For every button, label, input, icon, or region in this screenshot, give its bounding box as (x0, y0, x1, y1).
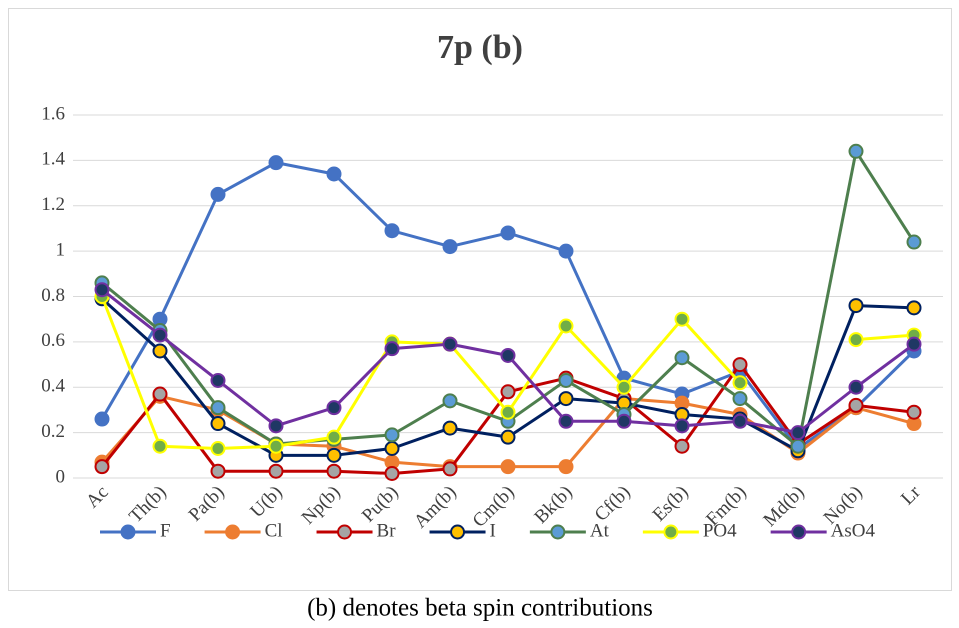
series-line (100, 295, 915, 451)
series-marker (210, 186, 226, 202)
series-marker (442, 393, 458, 409)
series-marker (384, 441, 400, 457)
series-marker (326, 463, 342, 479)
series-marker (210, 400, 226, 416)
series-marker (906, 404, 922, 420)
y-tick-label: 0 (56, 466, 66, 487)
y-tick-label: 0.2 (41, 421, 65, 442)
legend-label: I (490, 520, 496, 541)
series-marker (848, 143, 864, 159)
series-marker (790, 425, 806, 441)
legend-marker (225, 524, 241, 540)
series-marker (268, 418, 284, 434)
series-marker (500, 404, 516, 420)
series-marker (906, 234, 922, 250)
legend-label: F (160, 520, 171, 541)
series-marker (790, 438, 806, 454)
series-marker (558, 243, 574, 259)
series-marker (210, 441, 226, 457)
legend-marker (791, 524, 807, 540)
series-marker (442, 420, 458, 436)
series-marker (210, 416, 226, 432)
series-marker (558, 413, 574, 429)
series-marker (268, 155, 284, 171)
series-marker (848, 298, 864, 314)
y-tick-label: 1.6 (41, 103, 65, 124)
y-tick-label: 1.2 (41, 194, 65, 215)
series-marker (732, 413, 748, 429)
series-marker (94, 459, 110, 475)
legend-label: Br (377, 520, 397, 541)
series-marker (268, 463, 284, 479)
series-marker (500, 459, 516, 475)
series-marker (442, 239, 458, 255)
caption: (b) denotes beta spin contributions (307, 595, 653, 622)
y-tick-label: 0.6 (41, 330, 65, 351)
series-marker (616, 379, 632, 395)
series-marker (674, 438, 690, 454)
series-marker (558, 372, 574, 388)
series-marker (152, 386, 168, 402)
series-marker (500, 225, 516, 241)
legend-label: Cl (265, 520, 283, 541)
series-marker (848, 332, 864, 348)
series-marker (500, 429, 516, 445)
legend-marker (450, 524, 466, 540)
series-marker (384, 465, 400, 481)
series-marker (210, 372, 226, 388)
series-marker (152, 438, 168, 454)
legend-label: At (590, 520, 610, 541)
series-marker (94, 282, 110, 298)
y-tick-label: 0.4 (41, 376, 65, 397)
series-marker (616, 413, 632, 429)
series-marker (210, 463, 226, 479)
series-marker (326, 447, 342, 463)
series-marker (268, 438, 284, 454)
legend-marker (337, 524, 353, 540)
series-marker (674, 311, 690, 327)
series-marker (674, 350, 690, 366)
series-marker (906, 336, 922, 352)
series-marker (674, 418, 690, 434)
legend-label: AsO4 (831, 520, 876, 541)
series-marker (848, 397, 864, 413)
series-marker (558, 391, 574, 407)
y-tick-label: 1.4 (41, 149, 65, 170)
chart-title: 7p (b) (437, 29, 523, 66)
series-marker (442, 336, 458, 352)
legend-marker (663, 524, 679, 540)
series-marker (384, 223, 400, 239)
series-marker (152, 343, 168, 359)
series-marker (732, 391, 748, 407)
series-marker (558, 459, 574, 475)
series-marker (732, 375, 748, 391)
series-marker (906, 300, 922, 316)
series-marker (500, 347, 516, 363)
series-marker (94, 411, 110, 427)
series-marker (732, 357, 748, 373)
series-marker (500, 384, 516, 400)
legend-marker (120, 524, 136, 540)
legend-label: PO4 (703, 520, 737, 541)
series-marker (152, 327, 168, 343)
legend-marker (550, 524, 566, 540)
series-marker (326, 400, 342, 416)
series-marker (442, 461, 458, 477)
series-marker (326, 166, 342, 182)
chart-border (8, 8, 952, 591)
series-marker (384, 427, 400, 443)
series-marker (384, 341, 400, 357)
y-tick-label: 1 (56, 239, 66, 260)
series-marker (326, 429, 342, 445)
y-tick-label: 0.8 (41, 285, 65, 306)
series-marker (558, 318, 574, 334)
series-marker (848, 379, 864, 395)
